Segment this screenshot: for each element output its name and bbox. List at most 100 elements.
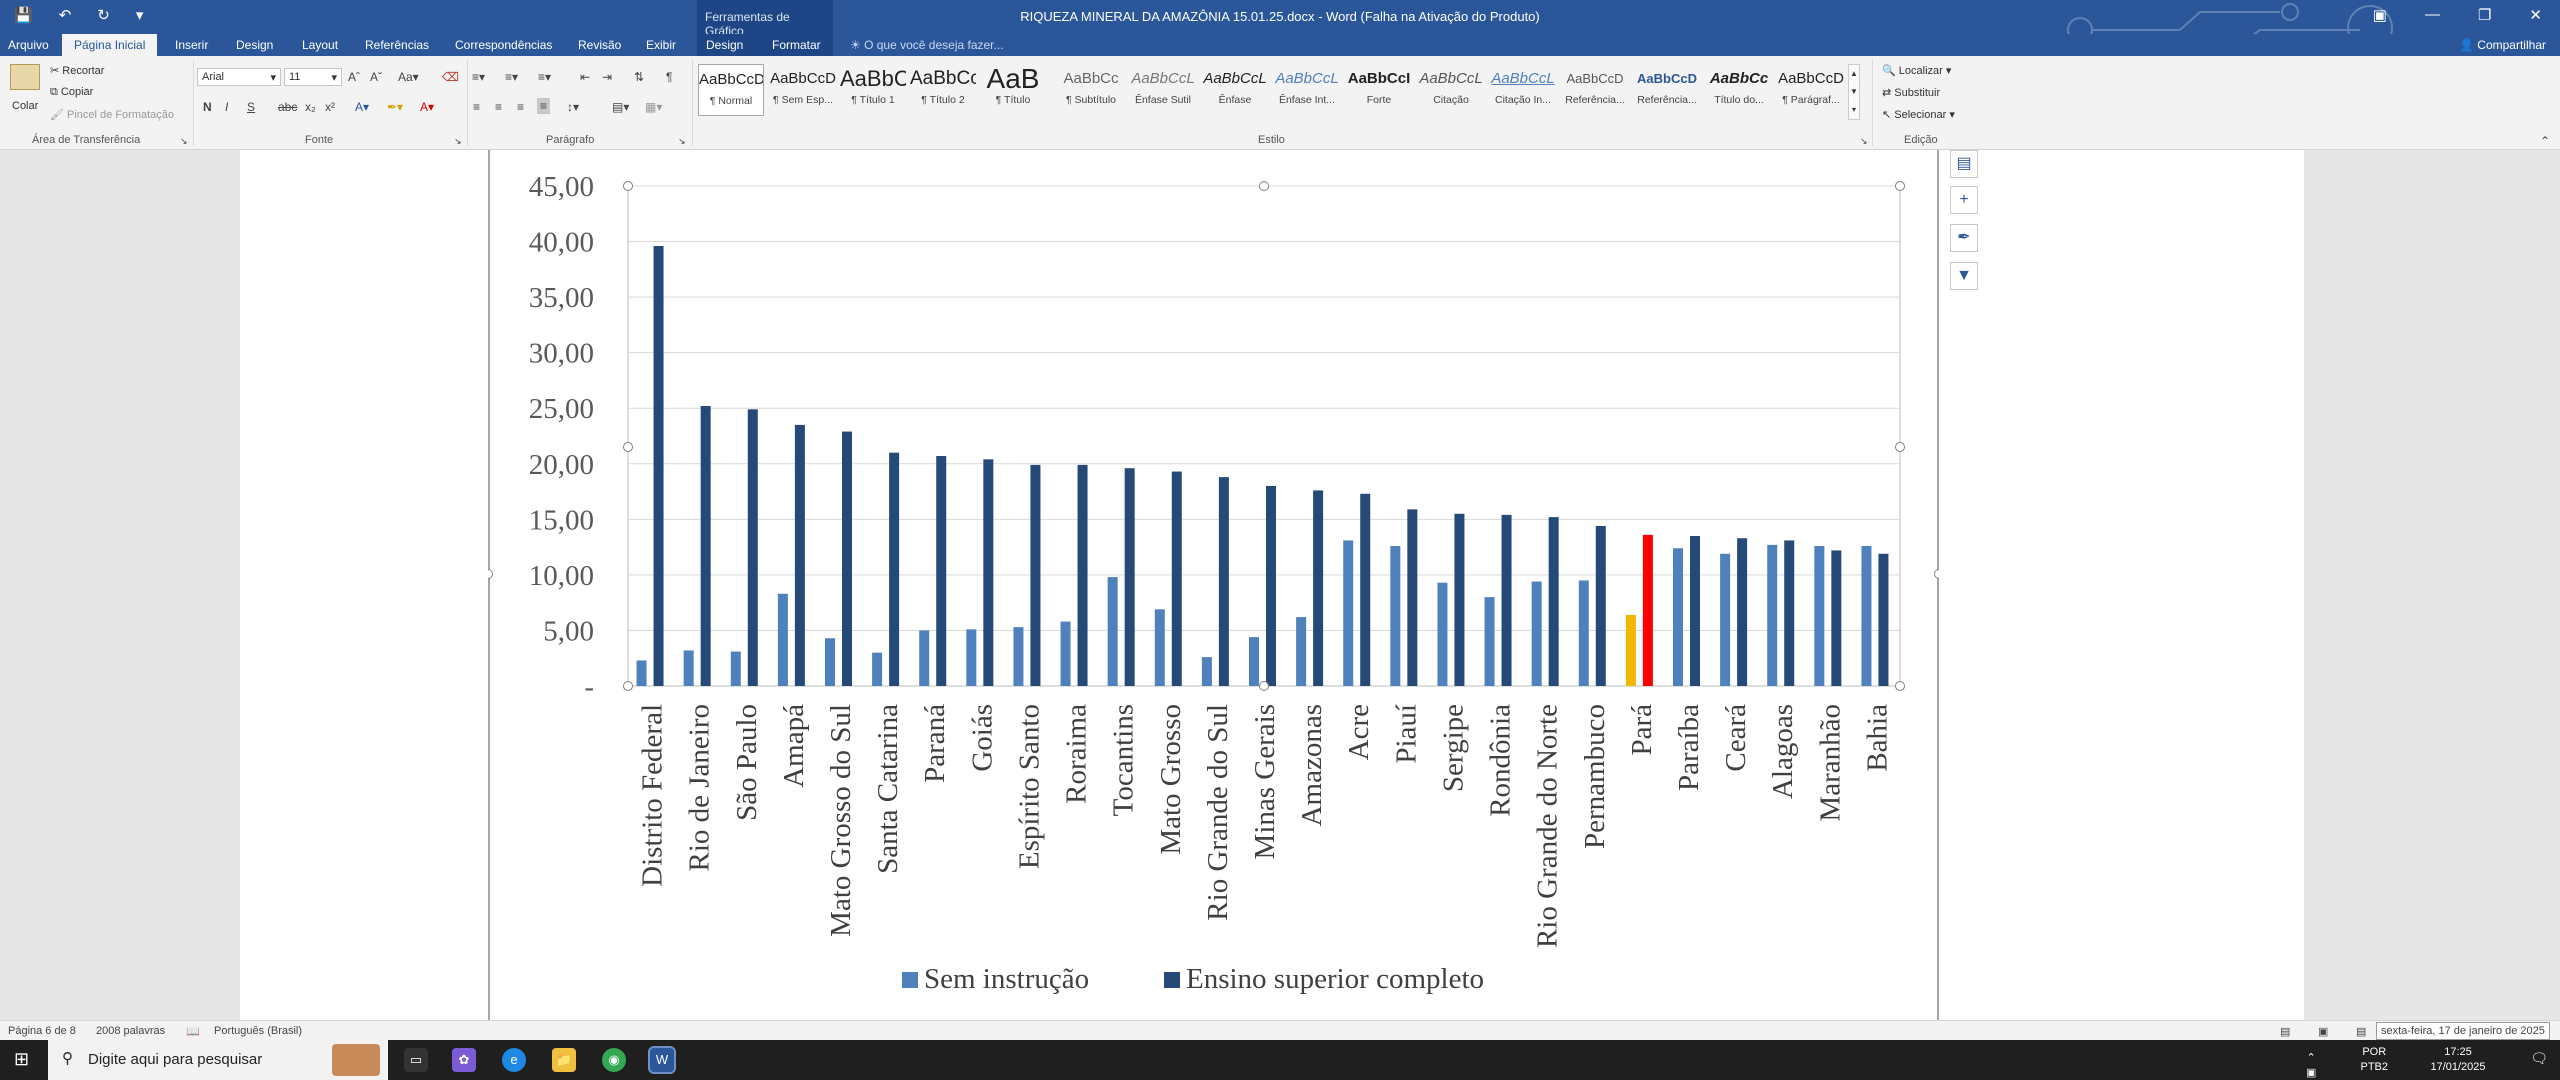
- input-language[interactable]: POR PTB2: [2360, 1046, 2388, 1073]
- taskbar-search[interactable]: ⚲ Digite aqui para pesquisar: [48, 1040, 388, 1080]
- tab-chart-design[interactable]: Design: [706, 38, 744, 52]
- tab-home[interactable]: Página Inicial: [62, 34, 158, 56]
- restore-icon[interactable]: ❐: [2477, 7, 2492, 24]
- word-count[interactable]: 2008 palavras: [96, 1025, 166, 1037]
- multilevel-list-icon[interactable]: ≡▾: [538, 70, 552, 84]
- sort-icon[interactable]: ⇅: [634, 70, 645, 84]
- tab-design[interactable]: Design: [236, 38, 274, 52]
- font-color-icon[interactable]: A▾: [420, 100, 435, 114]
- chart-styles-button[interactable]: ✒: [1950, 224, 1978, 252]
- bold-icon[interactable]: N: [203, 100, 212, 114]
- copilot-icon[interactable]: ✿: [452, 1048, 476, 1072]
- style-quote[interactable]: AaBbCcL Citação: [1419, 70, 1483, 106]
- style-intense-emphasis[interactable]: AaBbCcL Ênfase Int...: [1275, 70, 1339, 106]
- borders-icon[interactable]: ▦▾: [645, 100, 663, 114]
- edge-icon[interactable]: e: [502, 1048, 526, 1072]
- style-list-paragraph[interactable]: AaBbCcD ¶ Parágraf...: [1778, 70, 1844, 106]
- tab-insert[interactable]: Inserir: [175, 38, 209, 52]
- dialog-launcher-icon[interactable]: ↘: [678, 136, 686, 146]
- collapse-ribbon-icon[interactable]: ⌃: [2540, 134, 2551, 148]
- windows-start-icon[interactable]: ⊞: [14, 1049, 30, 1069]
- file-explorer-icon[interactable]: 📁: [552, 1048, 576, 1072]
- align-right-icon[interactable]: ≡: [517, 100, 525, 114]
- web-layout-icon[interactable]: ▤: [2356, 1026, 2367, 1038]
- save-icon[interactable]: 💾: [14, 7, 33, 24]
- style-no-spacing[interactable]: AaBbCcD ¶ Sem Esp...: [770, 70, 836, 106]
- notifications-icon[interactable]: 🗨: [2530, 1050, 2548, 1066]
- read-mode-icon[interactable]: ▤: [2280, 1026, 2291, 1038]
- align-center-icon[interactable]: ≡: [495, 100, 503, 114]
- highlight-icon[interactable]: ✒▾: [387, 100, 404, 114]
- style-subtle-reference[interactable]: AaBbCcD Referência...: [1565, 71, 1625, 106]
- minimize-icon[interactable]: —: [2424, 6, 2440, 23]
- shading-icon[interactable]: ▤▾: [612, 100, 630, 114]
- proofing-icon[interactable]: 📖: [186, 1026, 200, 1038]
- tray-icons[interactable]: ⌃ ▣ ☷ 🔊: [2305, 1052, 2317, 1079]
- styles-gallery-scroll[interactable]: ▲ ▼ ▾: [1848, 64, 1860, 120]
- style-subtitle[interactable]: AaBbCc ¶ Subtítulo: [1063, 70, 1119, 106]
- close-icon[interactable]: ✕: [2529, 7, 2542, 24]
- tab-review[interactable]: Revisão: [578, 38, 622, 52]
- layout-options-button[interactable]: ▤: [1950, 150, 1978, 178]
- style-emphasis[interactable]: AaBbCcL Ênfase: [1203, 70, 1267, 106]
- shrink-font-icon[interactable]: Aˇ: [370, 70, 382, 84]
- line-spacing-icon[interactable]: ↕▾: [567, 100, 580, 114]
- style-book-title[interactable]: AaBbCc Título do...: [1709, 70, 1769, 106]
- tab-layout[interactable]: Layout: [302, 38, 339, 52]
- increase-indent-icon[interactable]: ⇥: [602, 70, 613, 84]
- italic-icon[interactable]: I: [225, 100, 229, 114]
- bullets-icon[interactable]: ≡▾: [472, 70, 486, 84]
- dialog-launcher-icon[interactable]: ↘: [1860, 136, 1868, 146]
- font-name-combo[interactable]: Arial ▾: [197, 68, 281, 86]
- style-intense-quote[interactable]: AaBbCcL Citação In...: [1491, 70, 1555, 106]
- print-layout-icon[interactable]: ▣: [2318, 1026, 2329, 1038]
- tell-me-box[interactable]: ☀ O que você deseja fazer...: [850, 38, 1004, 52]
- font-size-combo[interactable]: 11 ▾: [284, 68, 342, 86]
- style-normal[interactable]: AaBbCcD ¶ Normal: [698, 64, 764, 116]
- redo-icon[interactable]: ↻: [97, 7, 110, 24]
- replace-button[interactable]: ⇄ Substituir: [1882, 87, 1941, 99]
- word-icon[interactable]: W: [648, 1046, 676, 1074]
- chart[interactable]: - 5,00 10,00 15,00 20,00 25,00 30,00 35,00 40,00…: [488, 150, 1939, 1020]
- cut-button[interactable]: ✂ Recortar: [50, 65, 105, 77]
- style-heading-1[interactable]: AaBbC ¶ Título 1: [840, 66, 906, 106]
- align-left-icon[interactable]: ≡: [473, 100, 481, 114]
- paste-button[interactable]: Colar: [12, 100, 39, 112]
- dialog-launcher-icon[interactable]: ↘: [454, 136, 462, 146]
- language[interactable]: Português (Brasil): [214, 1025, 303, 1037]
- undo-icon[interactable]: ↶: [58, 7, 72, 24]
- chart-elements-button[interactable]: +: [1950, 186, 1978, 214]
- grow-font-icon[interactable]: Aˆ: [348, 70, 360, 84]
- page-count[interactable]: Página 6 de 8: [8, 1025, 76, 1037]
- copy-button[interactable]: ⧉ Copiar: [50, 86, 94, 98]
- tab-mailings[interactable]: Correspondências: [455, 38, 553, 52]
- subscript-icon[interactable]: x₂: [305, 100, 316, 114]
- style-subtle-emphasis[interactable]: AaBbCcL Ênfase Sutil: [1131, 70, 1195, 106]
- select-button[interactable]: ↖ Selecionar ▾: [1882, 109, 1955, 121]
- chart-filters-button[interactable]: ▼: [1950, 262, 1978, 290]
- style-strong[interactable]: AaBbCcI Forte: [1347, 70, 1411, 106]
- dialog-launcher-icon[interactable]: ↘: [180, 136, 188, 146]
- customize-qat-icon[interactable]: ▾: [135, 7, 144, 24]
- decrease-indent-icon[interactable]: ⇤: [580, 70, 591, 84]
- strikethrough-icon[interactable]: abc: [278, 100, 298, 114]
- superscript-icon[interactable]: x²: [325, 100, 335, 114]
- chrome-icon[interactable]: ◉: [602, 1048, 626, 1072]
- style-heading-2[interactable]: AaBbCc ¶ Título 2: [910, 68, 976, 106]
- format-painter-button[interactable]: 🖌 Pincel de Formatação: [50, 109, 175, 121]
- ribbon-display-options-icon[interactable]: ▣: [2372, 7, 2387, 24]
- change-case-icon[interactable]: Aa▾: [398, 70, 419, 84]
- text-effects-icon[interactable]: A▾: [355, 100, 370, 114]
- share-button[interactable]: 👤 Compartilhar: [2459, 38, 2546, 52]
- clear-formatting-icon[interactable]: ⌫: [442, 70, 459, 84]
- tab-file[interactable]: Arquivo: [8, 38, 49, 52]
- clock[interactable]: 17:25 17/01/2025: [2430, 1046, 2486, 1073]
- tab-view[interactable]: Exibir: [646, 38, 677, 52]
- underline-icon[interactable]: S: [247, 100, 256, 114]
- style-intense-reference[interactable]: AaBbCcD Referência...: [1637, 71, 1697, 106]
- find-button[interactable]: 🔍 Localizar ▾: [1882, 65, 1952, 77]
- pilcrow-icon[interactable]: ¶: [666, 70, 673, 84]
- justify-icon[interactable]: ≡: [537, 98, 551, 114]
- numbering-icon[interactable]: ≡▾: [505, 70, 519, 84]
- task-view-icon[interactable]: ▭: [404, 1048, 428, 1072]
